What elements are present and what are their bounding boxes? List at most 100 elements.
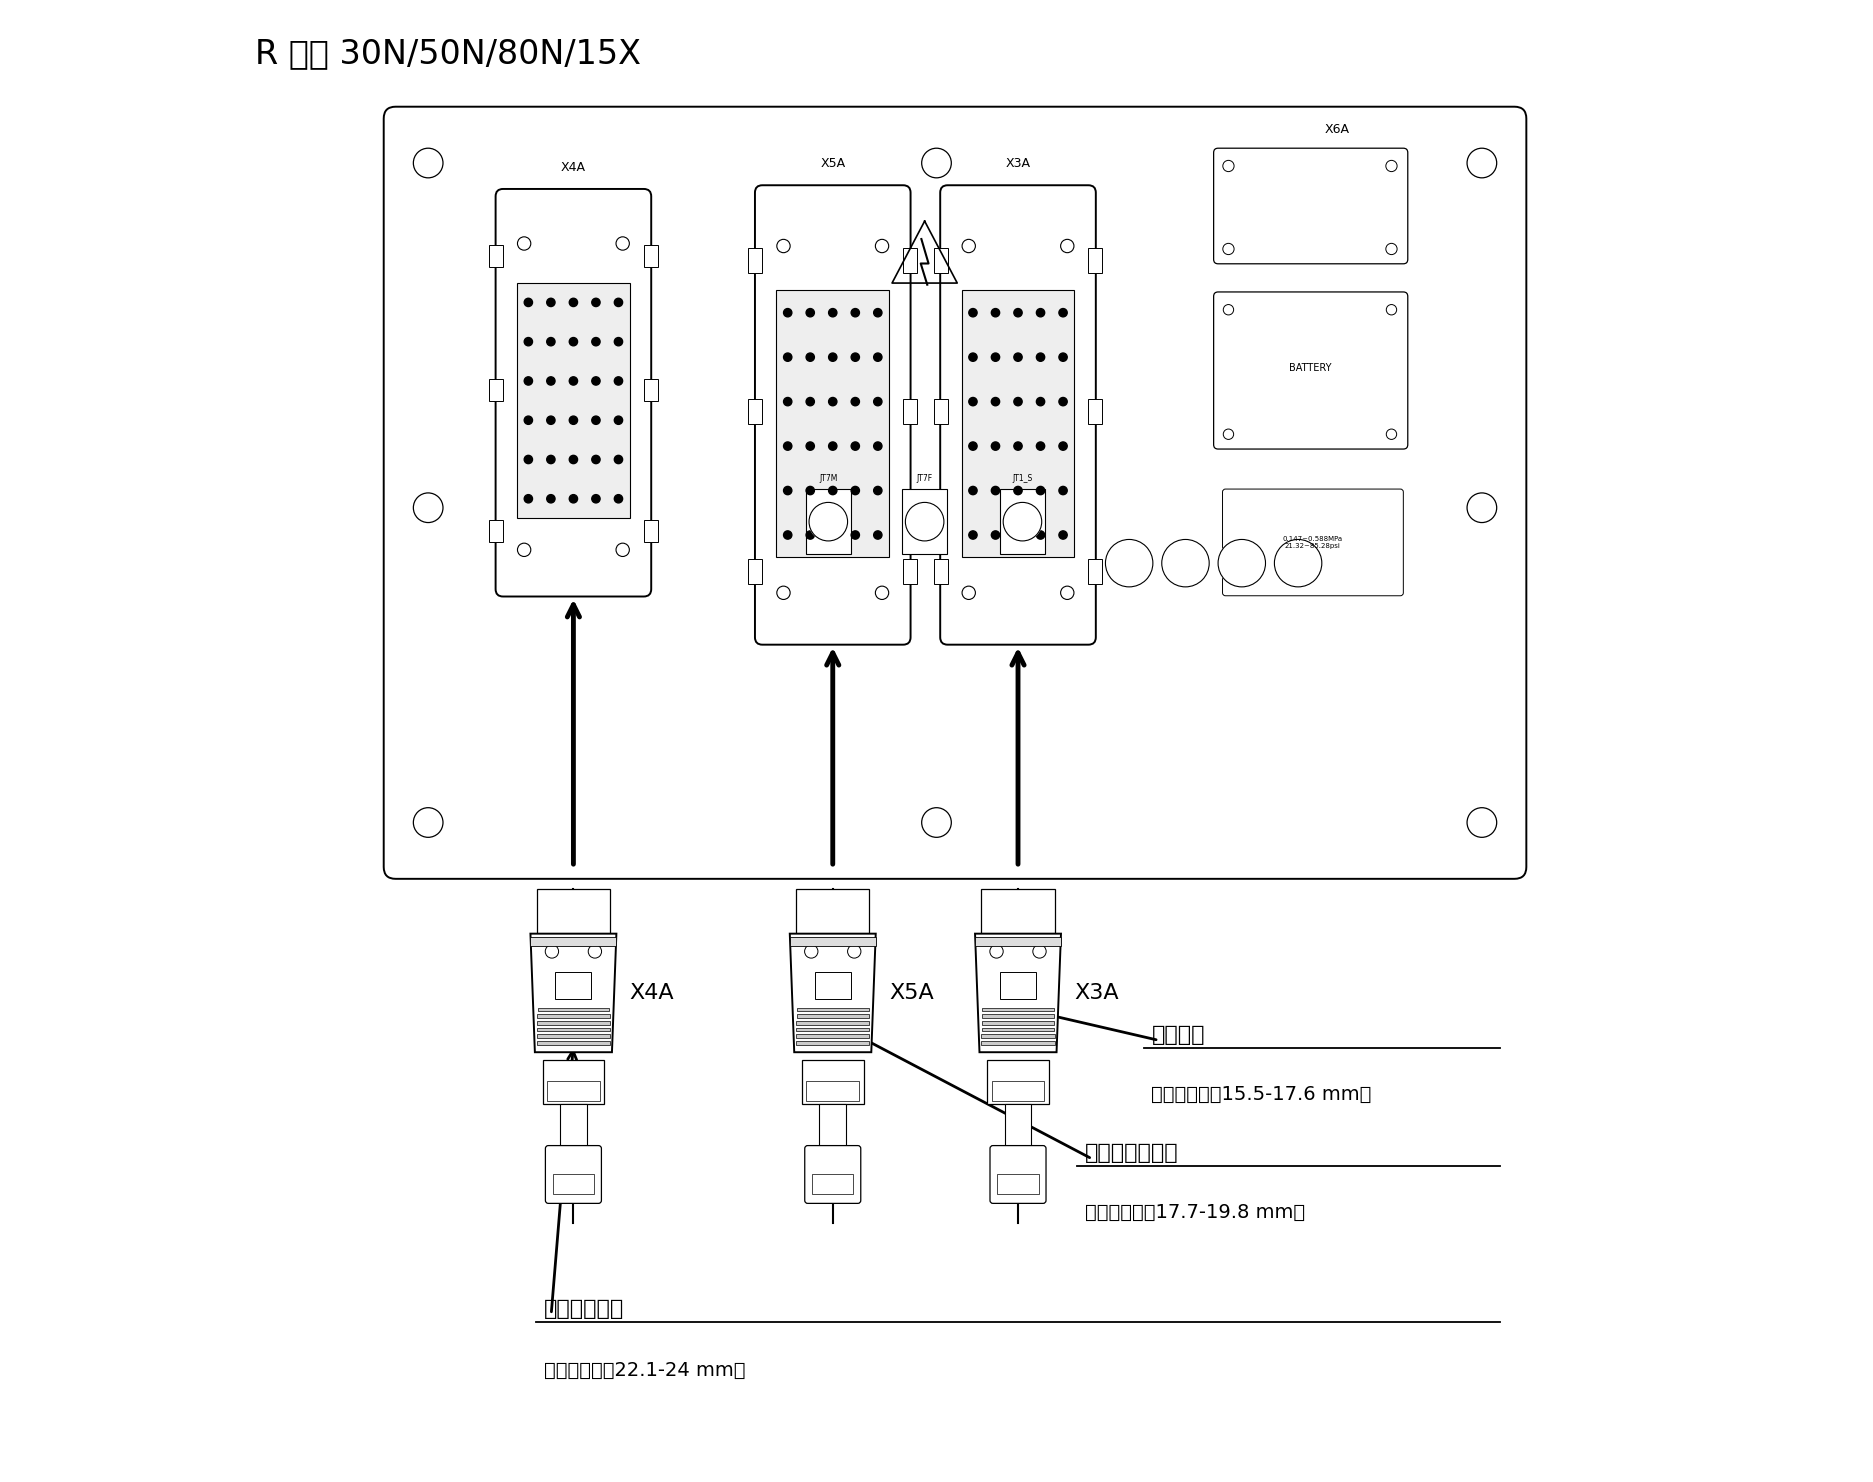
Circle shape <box>1036 397 1045 406</box>
Bar <box>981 1029 1054 1031</box>
Circle shape <box>547 455 554 464</box>
Circle shape <box>1004 502 1041 541</box>
Bar <box>981 1042 1054 1045</box>
Circle shape <box>783 531 792 539</box>
Circle shape <box>1217 539 1266 587</box>
Bar <box>538 1042 611 1045</box>
Circle shape <box>517 237 530 250</box>
Text: X5A: X5A <box>890 983 935 1003</box>
Bar <box>796 1042 869 1045</box>
Circle shape <box>828 353 837 362</box>
Circle shape <box>968 531 978 539</box>
Bar <box>819 1104 847 1149</box>
Bar <box>560 1104 586 1149</box>
Bar <box>805 489 850 554</box>
Text: JT7F: JT7F <box>916 474 933 483</box>
Circle shape <box>524 298 532 307</box>
Circle shape <box>805 308 815 317</box>
Bar <box>981 889 1054 934</box>
FancyBboxPatch shape <box>1214 292 1408 449</box>
Bar <box>1000 972 1036 999</box>
Bar <box>749 249 762 273</box>
Bar <box>796 1029 869 1031</box>
Circle shape <box>963 239 976 253</box>
Circle shape <box>1467 494 1497 523</box>
Bar <box>981 1034 1054 1037</box>
Bar <box>991 1082 1045 1101</box>
Circle shape <box>873 486 882 495</box>
Circle shape <box>873 442 882 451</box>
Circle shape <box>1058 308 1068 317</box>
Circle shape <box>809 502 848 541</box>
Circle shape <box>1386 305 1397 316</box>
Bar <box>644 246 657 267</box>
Polygon shape <box>976 934 1060 1052</box>
Circle shape <box>1058 353 1068 362</box>
Circle shape <box>614 495 622 502</box>
Text: 大轴马达线束: 大轴马达线束 <box>543 1300 624 1319</box>
Circle shape <box>805 531 815 539</box>
Circle shape <box>783 397 792 406</box>
Circle shape <box>850 308 860 317</box>
Bar <box>1000 489 1045 554</box>
Bar <box>815 972 850 999</box>
Circle shape <box>777 239 790 253</box>
Circle shape <box>614 298 622 307</box>
Circle shape <box>1013 442 1023 451</box>
Circle shape <box>783 353 792 362</box>
Circle shape <box>614 376 622 385</box>
Text: X4A: X4A <box>560 162 586 175</box>
Text: JT1_S: JT1_S <box>1011 474 1032 483</box>
Circle shape <box>1161 539 1210 587</box>
FancyBboxPatch shape <box>755 185 910 645</box>
Bar <box>796 1034 869 1037</box>
Circle shape <box>991 531 1000 539</box>
Bar <box>961 290 1075 557</box>
Bar <box>538 1034 611 1037</box>
Bar <box>538 1008 609 1012</box>
Circle shape <box>547 416 554 424</box>
Circle shape <box>963 587 976 600</box>
Circle shape <box>1036 442 1045 451</box>
Circle shape <box>828 308 837 317</box>
Circle shape <box>1223 243 1234 255</box>
Bar <box>796 1015 869 1018</box>
FancyBboxPatch shape <box>496 188 652 596</box>
Circle shape <box>592 416 599 424</box>
Text: R 系列 30N/50N/80N/15X: R 系列 30N/50N/80N/15X <box>255 37 641 70</box>
Bar <box>543 1060 605 1104</box>
Circle shape <box>991 442 1000 451</box>
Bar <box>1088 249 1103 273</box>
Circle shape <box>875 239 888 253</box>
Circle shape <box>1467 808 1497 837</box>
Bar <box>790 937 877 946</box>
FancyBboxPatch shape <box>384 107 1526 879</box>
Text: X6A: X6A <box>1324 123 1349 136</box>
Bar <box>987 1060 1049 1104</box>
Bar <box>644 520 657 542</box>
Circle shape <box>805 353 815 362</box>
Circle shape <box>592 455 599 464</box>
Bar <box>517 283 629 519</box>
Bar <box>933 400 948 424</box>
Bar <box>777 290 890 557</box>
Circle shape <box>414 808 444 837</box>
FancyBboxPatch shape <box>940 185 1096 645</box>
Circle shape <box>1013 353 1023 362</box>
Circle shape <box>848 946 862 959</box>
Circle shape <box>524 376 532 385</box>
Circle shape <box>524 495 532 502</box>
Circle shape <box>524 338 532 345</box>
Circle shape <box>922 808 951 837</box>
Bar <box>981 1008 1054 1012</box>
Text: X3A: X3A <box>1075 983 1118 1003</box>
Circle shape <box>968 397 978 406</box>
Bar <box>547 1082 599 1101</box>
Circle shape <box>1036 531 1045 539</box>
Circle shape <box>1036 486 1045 495</box>
Text: （电缆外径：17.7-19.8 mm）: （电缆外径：17.7-19.8 mm） <box>1084 1203 1305 1223</box>
FancyBboxPatch shape <box>1214 148 1408 264</box>
Circle shape <box>783 486 792 495</box>
Text: （电缆外径：22.1-24 mm）: （电缆外径：22.1-24 mm） <box>543 1360 745 1380</box>
Bar <box>813 1174 854 1194</box>
